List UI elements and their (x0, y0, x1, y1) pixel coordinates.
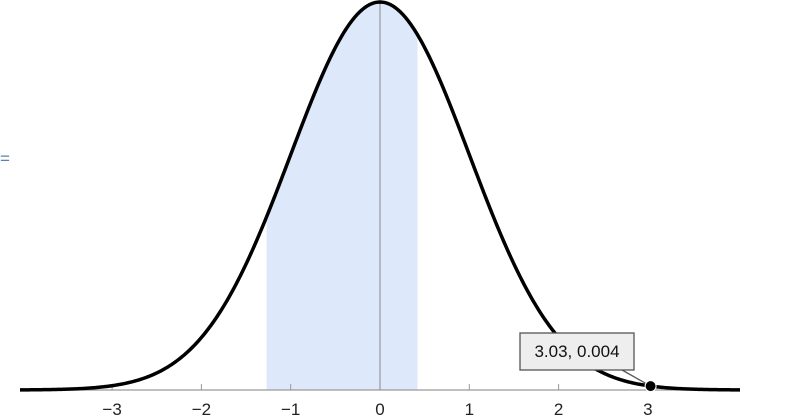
x-tick-label: −3 (102, 400, 121, 418)
x-tick-label: 2 (554, 400, 563, 418)
x-tick-marks (111, 384, 649, 390)
x-tick-label: 0 (375, 400, 384, 418)
x-tick-labels: −3 −2 −1 0 1 2 3 (102, 400, 652, 418)
x-tick-label: 3 (643, 400, 652, 418)
shaded-interval (266, 2, 418, 390)
edge-fragment: = (0, 149, 10, 168)
x-tick-label: 1 (465, 400, 474, 418)
x-tick-label: −1 (281, 400, 300, 418)
tooltip-label: 3.03, 0.004 (534, 342, 619, 361)
x-tick-label: −2 (192, 400, 211, 418)
tooltip-box (519, 332, 635, 371)
marked-point[interactable] (644, 380, 657, 393)
density-curve (19, 0, 741, 392)
